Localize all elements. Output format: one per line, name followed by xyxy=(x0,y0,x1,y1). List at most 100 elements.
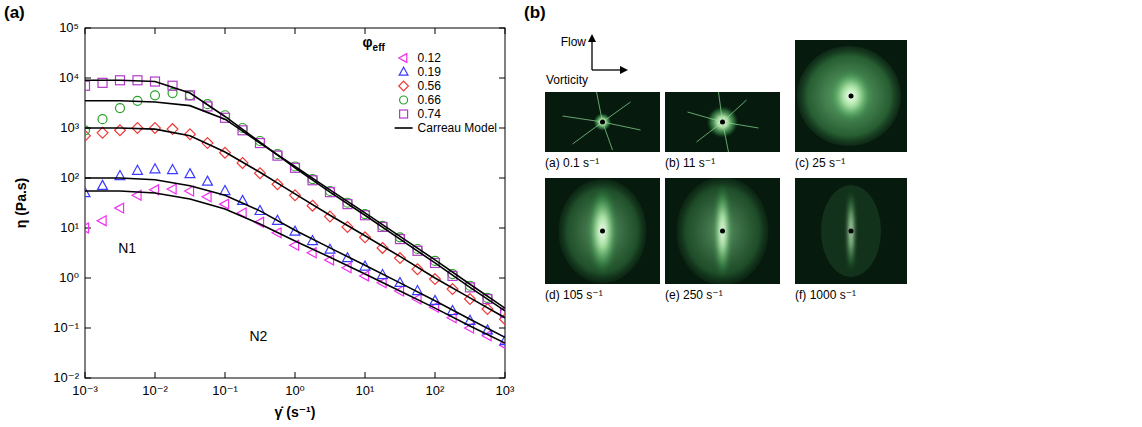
series-points xyxy=(85,89,505,318)
x-tick-top xyxy=(505,28,506,34)
image-label: (f) 1000 s⁻¹ xyxy=(795,288,856,302)
plot-frame xyxy=(85,28,505,378)
scatter-halo xyxy=(821,185,881,277)
data-point xyxy=(167,184,176,194)
y-tick-label: 10⁵ xyxy=(59,20,79,35)
scatter-glow xyxy=(829,68,873,124)
x-tick-label: 10¹ xyxy=(356,383,375,398)
y-tick-label: 10³ xyxy=(60,120,79,135)
series-points xyxy=(85,76,505,318)
legend-title-symbol: φ xyxy=(363,34,373,50)
annotation: N1 xyxy=(118,240,136,256)
data-point xyxy=(220,186,230,195)
scatter-glow xyxy=(588,187,618,275)
legend-title: φeff xyxy=(363,34,386,53)
scatter-glow xyxy=(714,183,732,279)
flow-arrowhead xyxy=(588,34,596,42)
scatter-glow xyxy=(594,113,612,131)
x-tick-label: 10⁰ xyxy=(285,383,305,398)
data-point xyxy=(203,176,213,185)
y-tick xyxy=(85,378,91,379)
data-point xyxy=(168,165,178,174)
data-point xyxy=(150,123,161,134)
saxs-image xyxy=(545,92,660,152)
vorticity-label: Vorticity xyxy=(546,73,588,87)
scatter-halo xyxy=(797,46,901,146)
legend-label: Carreau Model xyxy=(418,121,497,135)
image-label: (d) 105 s⁻¹ xyxy=(545,288,603,302)
legend-swatch xyxy=(400,110,408,118)
y-tick xyxy=(85,28,91,29)
data-point xyxy=(115,104,124,113)
scatter-streak xyxy=(603,122,641,130)
data-point xyxy=(115,125,126,136)
y-tick-right xyxy=(499,278,505,279)
y-tick-label: 10⁰ xyxy=(59,270,79,285)
data-point xyxy=(133,165,143,174)
panel-label: (a) xyxy=(4,3,25,22)
data-point xyxy=(85,223,89,233)
beam-stop xyxy=(849,94,854,99)
scatter-streak xyxy=(563,116,603,122)
image-ground xyxy=(795,178,907,284)
model-line xyxy=(85,101,505,308)
x-tick-label: 10² xyxy=(426,383,445,398)
legend-swatch xyxy=(399,54,407,63)
y-axis-title: η (Pa.s) xyxy=(13,178,29,229)
saxs-image xyxy=(665,92,780,152)
scatter-streak xyxy=(723,122,759,128)
legend-label: 0.74 xyxy=(418,107,442,121)
y-tick-label: 10⁴ xyxy=(59,70,79,85)
data-point xyxy=(85,188,90,197)
x-tick-label: 10⁻¹ xyxy=(212,383,238,398)
scatter-streak xyxy=(688,112,723,122)
saxs-image xyxy=(545,178,660,284)
image-ground xyxy=(665,92,780,152)
x-axis-title: γ̇ (s⁻¹) xyxy=(275,404,316,420)
scatter-streak xyxy=(603,102,631,122)
legend-label: 0.19 xyxy=(418,65,442,79)
saxs-image xyxy=(795,178,907,284)
legend-title-subscript: eff xyxy=(373,42,386,53)
y-tick-right xyxy=(499,78,505,79)
scatter-streak xyxy=(573,122,603,144)
flow-arrow xyxy=(591,40,592,70)
image-label: (e) 250 s⁻¹ xyxy=(665,288,723,302)
x-tick xyxy=(505,372,506,378)
x-tick-top xyxy=(85,28,86,34)
beam-stop xyxy=(600,120,605,125)
y-tick-right xyxy=(499,178,505,179)
series-points xyxy=(85,123,505,325)
y-tick xyxy=(85,328,91,329)
flow-label: Flow xyxy=(561,35,587,49)
x-tick xyxy=(85,372,86,378)
scatter-streak xyxy=(723,122,729,152)
model-line xyxy=(85,178,505,337)
x-tick xyxy=(365,372,366,378)
data-point xyxy=(97,216,106,226)
data-point xyxy=(98,115,107,124)
series-points xyxy=(85,164,505,345)
y-tick-label: 10² xyxy=(60,170,79,185)
y-tick xyxy=(85,278,91,279)
beam-stop xyxy=(600,229,605,234)
legend-swatch xyxy=(400,96,408,104)
legend-swatch xyxy=(399,67,408,75)
beam-stop xyxy=(849,229,854,234)
scatter-streak xyxy=(719,92,723,122)
y-tick-label: 10⁻¹ xyxy=(53,320,79,335)
x-tick-label: 10³ xyxy=(496,383,515,398)
data-point xyxy=(185,186,194,196)
legend-swatch xyxy=(399,81,409,91)
image-ground xyxy=(545,178,660,284)
data-point xyxy=(115,203,124,213)
y-tick-right xyxy=(499,378,505,379)
data-point xyxy=(202,192,211,202)
y-tick-right xyxy=(499,128,505,129)
legend-label: 0.66 xyxy=(418,93,442,107)
image-ground xyxy=(665,178,780,284)
x-tick xyxy=(295,372,296,378)
scatter-streak xyxy=(597,92,603,122)
x-tick-top xyxy=(295,28,296,34)
figure: (a)10⁻³10⁻²10⁻¹10⁰10¹10²10³10⁻²10⁻¹10⁰10… xyxy=(0,0,1142,427)
